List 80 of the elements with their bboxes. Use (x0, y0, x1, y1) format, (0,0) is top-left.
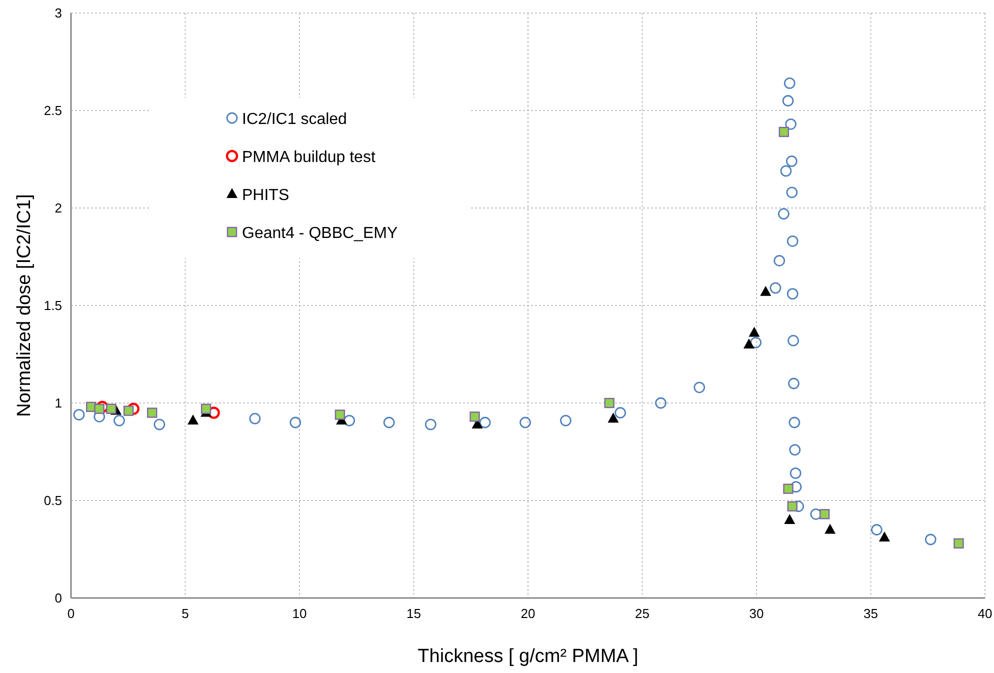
point (290, 416, 302, 428)
y-tick-label: 3 (54, 6, 62, 20)
y-tick-label: 0.5 (44, 493, 62, 508)
x-tick-label: 5 (182, 606, 189, 621)
point (824, 524, 836, 534)
point (780, 165, 792, 177)
point (614, 407, 626, 418)
point (760, 286, 772, 296)
legend-label: Geant4 - QBBC_EMY (242, 225, 398, 242)
y-tick-label: 0 (54, 590, 62, 606)
y-tick-label: 2 (54, 200, 62, 216)
point (786, 288, 798, 300)
point (778, 208, 790, 220)
point (783, 484, 794, 494)
point (770, 282, 782, 294)
point (694, 382, 706, 394)
x-tick-label: 25 (635, 606, 650, 621)
x-axis-title: Thickness [ g/cm² PMMA ] (418, 646, 638, 667)
legend-label: IC2/IC1 scaled (242, 111, 347, 128)
point (743, 338, 754, 348)
point (94, 404, 104, 414)
point (334, 410, 346, 420)
x-tick-label: 20 (520, 606, 536, 621)
point (788, 416, 800, 428)
point (96, 400, 108, 413)
point (249, 412, 261, 424)
point (784, 78, 796, 89)
point (123, 406, 134, 416)
point (188, 414, 199, 425)
point (878, 532, 890, 542)
point (870, 524, 882, 536)
legend-label: PHITS (242, 187, 290, 204)
point (154, 418, 166, 430)
point (520, 416, 531, 428)
y-tick-label: 2.5 (44, 103, 62, 118)
point (106, 404, 116, 414)
point (790, 468, 802, 479)
point (789, 444, 801, 456)
y-tick-label: 1 (54, 396, 62, 410)
x-tick-label: 35 (864, 606, 878, 621)
point (787, 501, 798, 512)
y-tick-label: 1.5 (44, 298, 62, 313)
point (655, 397, 666, 409)
x-tick-label: 15 (406, 606, 421, 621)
point (424, 418, 436, 430)
point (784, 514, 796, 524)
legend-label: PMMA buildup test (242, 149, 376, 166)
point (604, 398, 614, 408)
x-tick-label: 0 (67, 606, 75, 621)
point (954, 538, 964, 548)
x-tick-label: 30 (749, 606, 764, 621)
point (383, 416, 395, 428)
point (790, 481, 802, 493)
point (778, 126, 790, 138)
point (788, 334, 799, 346)
point (114, 414, 125, 426)
point (786, 235, 798, 247)
point (208, 406, 220, 419)
point (924, 534, 936, 546)
point (608, 412, 619, 423)
point (560, 414, 572, 426)
point (786, 156, 798, 167)
point (200, 404, 212, 414)
point (748, 326, 760, 337)
point (786, 186, 798, 198)
point (788, 378, 800, 390)
y-axis-title: Normalized dose [IC2/IC1] (14, 194, 35, 417)
x-tick-label: 10 (292, 606, 307, 621)
point (782, 95, 794, 106)
point (73, 409, 85, 420)
point (774, 254, 786, 266)
point (344, 414, 356, 426)
point (127, 402, 140, 415)
point (479, 416, 491, 428)
point (470, 412, 480, 422)
x-tick-label: 40 (978, 606, 992, 621)
point (819, 509, 830, 520)
point (750, 336, 762, 348)
point (785, 118, 796, 130)
point (147, 408, 158, 418)
